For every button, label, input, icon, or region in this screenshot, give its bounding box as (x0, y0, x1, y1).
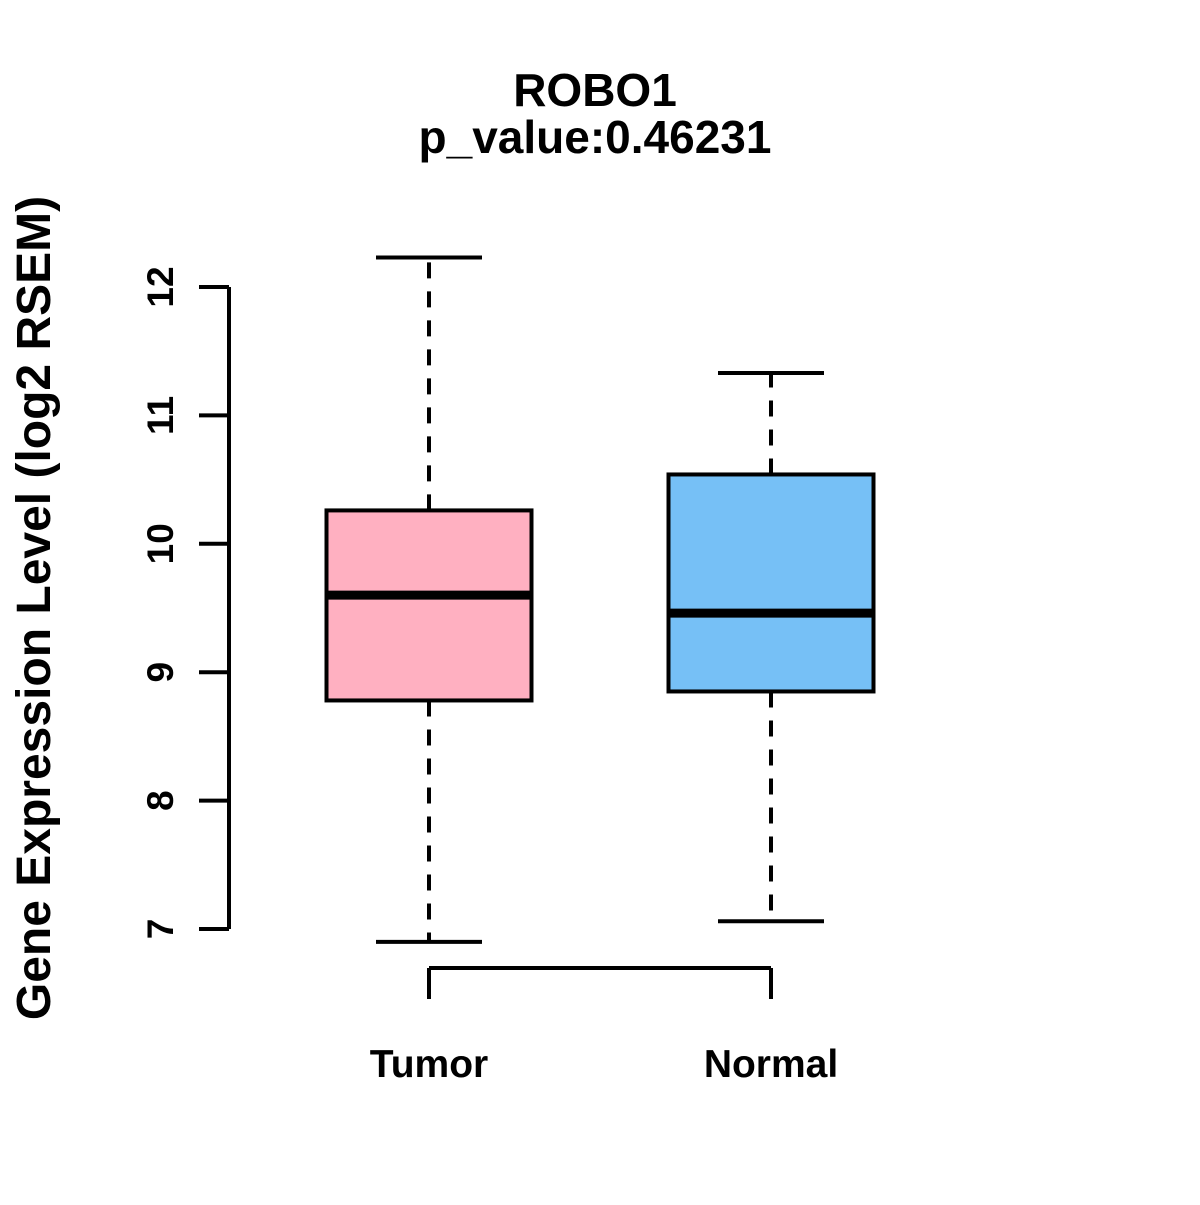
y-axis-label: Gene Expression Level (log2 RSEM) (8, 196, 61, 1020)
x-axis: Tumor Normal (370, 966, 838, 1086)
x-tick-label-tumor: Tumor (370, 1043, 488, 1086)
y-tick-label: 11 (140, 396, 181, 435)
box-group-normal (666, 371, 876, 924)
box-group-tumor (324, 255, 534, 944)
iqr-box-tumor (324, 508, 534, 703)
chart-title: ROBO1 (513, 64, 677, 116)
y-tick-label: 12 (140, 266, 181, 307)
plot-area (324, 255, 876, 944)
y-tick-label: 8 (140, 790, 181, 811)
chart-subtitle: p_value:0.46231 (419, 111, 772, 163)
y-tick-label: 7 (140, 919, 181, 940)
y-tick-label: 9 (140, 662, 181, 683)
y-tick-label: 10 (140, 523, 181, 564)
iqr-box-normal (666, 472, 876, 694)
x-tick-label-normal: Normal (704, 1043, 838, 1086)
y-axis: 7 8 9 10 11 12 (140, 266, 231, 940)
